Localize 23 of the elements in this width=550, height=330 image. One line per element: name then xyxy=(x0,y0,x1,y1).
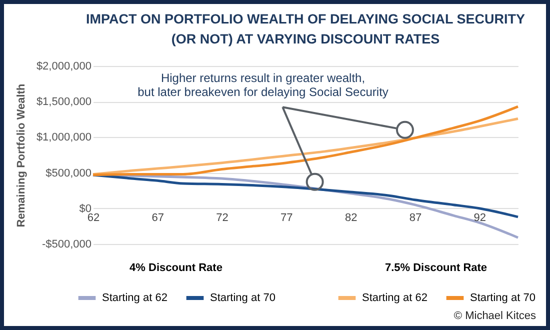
y-tick-label: $2,000,000 xyxy=(36,60,92,72)
chart-title: IMPACT ON PORTFOLIO WEALTH OF DELAYING SOCIAL SECURITY (OR NOT) AT VARYING DISCOUNT RATES xyxy=(86,12,526,46)
y-tick-label: $500,000 xyxy=(46,167,92,180)
x-tick-label: 92 xyxy=(474,212,486,224)
x-tick-label: 77 xyxy=(280,212,293,224)
text: 7.5% Discount Rate xyxy=(384,262,488,274)
x-tick-label: 72 xyxy=(216,212,228,224)
y-tick-label: $1,000,000 xyxy=(36,132,92,144)
annotation: Higher returns result in greater wealth, but later breakeven for delaying Social Security xyxy=(138,71,388,99)
text: 4% Discount Rate xyxy=(130,262,222,274)
legend-label: Starting at 70 xyxy=(210,292,276,304)
y-tick-label: -$500,000 xyxy=(42,238,92,250)
x-tick-label: 67 xyxy=(152,212,164,224)
legend-label: Starting at 62 xyxy=(362,292,428,304)
x-tick-label: 87 xyxy=(409,212,422,224)
y-axis-title: Remaining Portfolio Wealth xyxy=(15,84,28,228)
legend-label: Starting at 70 xyxy=(470,292,536,304)
line-series xyxy=(92,117,520,176)
x-tick-label: 82 xyxy=(344,212,358,224)
text: © Michael Kitces xyxy=(454,310,536,322)
y-tick-label: $1,500,000 xyxy=(36,96,92,108)
legend-label: Starting at 62 xyxy=(102,292,168,304)
line-series xyxy=(92,105,520,176)
